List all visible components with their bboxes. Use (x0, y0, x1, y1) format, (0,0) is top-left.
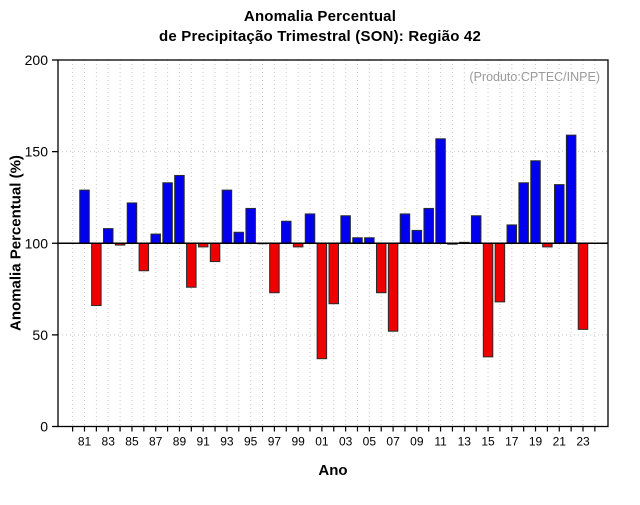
bar-1981 (79, 189, 90, 244)
x-tick-label: 81 (78, 435, 92, 449)
x-tick-label: 01 (315, 435, 329, 449)
y-tick-label: 0 (40, 419, 48, 435)
x-tick-label: 85 (125, 435, 139, 449)
bar-1983 (102, 228, 114, 244)
bar-2014 (470, 215, 482, 244)
x-tick-label: 97 (268, 435, 282, 449)
bar-2004 (352, 237, 363, 244)
bar-2016 (494, 242, 506, 303)
x-tick-label: 09 (410, 435, 424, 449)
y-axis-label: Anomalia Percentual (%) (7, 155, 25, 331)
bar-1985 (126, 202, 138, 244)
bar-2009 (411, 229, 423, 244)
bar-1994 (233, 231, 245, 244)
bar-2019 (530, 160, 541, 244)
bar-1987 (150, 233, 161, 244)
bar-1989 (174, 174, 185, 244)
chart-title-line2: de Precipitação Trimestral (SON): Região… (158, 28, 482, 45)
x-tick-label: 99 (291, 435, 305, 449)
bar-2001 (316, 242, 328, 360)
x-axis-label: Ano (318, 462, 348, 479)
x-tick-label: 93 (220, 435, 234, 449)
bar-1982 (91, 242, 102, 307)
x-tick-label: 11 (434, 435, 447, 449)
bar-1997 (269, 242, 280, 294)
bar-1993 (221, 189, 233, 244)
y-tick-label: 100 (25, 235, 49, 251)
chart-title-line1: Anomalia Percentual (243, 8, 397, 25)
bar-2023 (577, 242, 589, 330)
bar-1992 (209, 242, 221, 263)
bar-2021 (554, 184, 565, 244)
x-tick-label: 07 (386, 435, 400, 449)
bar-1998 (281, 220, 292, 244)
x-tick-label: 15 (481, 435, 495, 449)
bar-2000 (304, 213, 316, 244)
x-tick-label: 95 (244, 435, 258, 449)
bar-2010 (423, 207, 434, 244)
bar-1995 (245, 207, 256, 244)
bar-2018 (518, 182, 529, 244)
bar-2011 (435, 138, 446, 244)
y-tick-label: 200 (25, 52, 49, 68)
x-tick-label: 05 (363, 435, 377, 449)
x-tick-label: 17 (505, 435, 519, 449)
bar-2002 (328, 242, 339, 305)
y-tick-label: 50 (32, 327, 48, 343)
x-tick-label: 89 (173, 435, 187, 449)
bar-2006 (375, 242, 387, 294)
x-tick-label: 83 (102, 435, 116, 449)
x-tick-label: 91 (197, 435, 211, 449)
bar-2005 (364, 237, 375, 244)
x-tick-label: 23 (576, 435, 590, 449)
x-tick-label: 13 (458, 435, 472, 449)
bar-2022 (565, 134, 577, 244)
x-tick-label: 21 (553, 435, 567, 449)
bar-1990 (186, 242, 197, 288)
annotation-produto: (Produto:CPTEC/INPE) (469, 70, 600, 84)
bar-1988 (162, 182, 173, 244)
x-tick-label: 19 (529, 435, 543, 449)
bar-2003 (340, 215, 351, 244)
y-tick-label: 150 (25, 144, 49, 160)
bar-2007 (387, 242, 399, 332)
bar-2015 (482, 242, 494, 358)
x-tick-label: 03 (339, 435, 353, 449)
x-tick-label: 87 (149, 435, 163, 449)
bar-1986 (138, 242, 150, 272)
bar-2008 (399, 213, 411, 244)
bar-2017 (506, 224, 518, 244)
